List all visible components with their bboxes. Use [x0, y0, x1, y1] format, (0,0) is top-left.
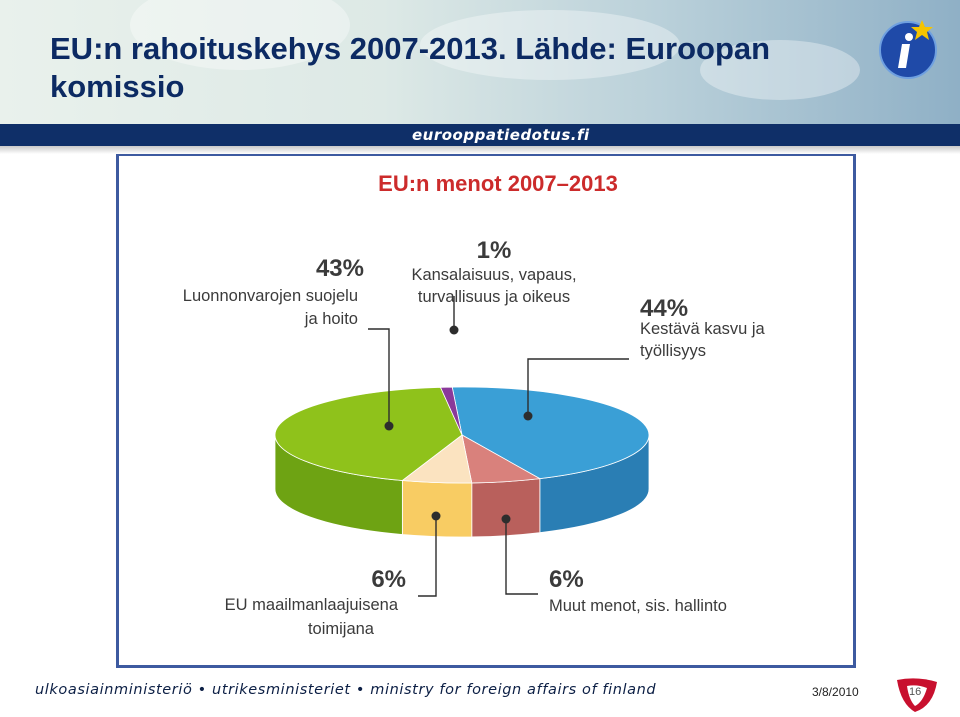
pie-slice: [439, 386, 463, 436]
page-number: 16: [909, 686, 922, 698]
slice-category-label: ja hoito: [304, 310, 358, 328]
slice-category-label: Luonnonvarojen suojelu: [183, 287, 358, 305]
map-decoration: [420, 10, 680, 80]
slice-category-label: EU maailmanlaajuisena: [225, 596, 399, 614]
info-logo-icon: [879, 20, 937, 79]
leader-dot: [523, 411, 533, 421]
pie-slice: [274, 386, 463, 481]
chart-title: EU:n menot 2007–2013: [378, 171, 618, 196]
pie-layer: [274, 386, 650, 538]
leader-dot: [384, 421, 394, 431]
slice-category-label: työllisyys: [640, 342, 706, 360]
map-decoration: [700, 40, 860, 100]
leader-line: [368, 328, 390, 426]
slice-category-label: toimijana: [308, 620, 375, 638]
pie-slice-side: [401, 480, 473, 538]
slice-category-label: Kansalaisuus, vapaus,: [411, 266, 576, 284]
footer-ministry: ulkoasiainministeriö • utrikesministerie…: [35, 682, 657, 698]
label-layer: 44%Kestävä kasvu ja työllisyys 6% Muut meno…: [183, 237, 766, 638]
slice-percent-label: 1%: [477, 237, 512, 264]
pie-slice: [451, 386, 650, 480]
slide-title: EU:n rahoituskehys 2007-2013. Lähde: Eur…: [50, 31, 771, 104]
footer-date: 3/8/2010: [812, 685, 859, 699]
map-decoration: [130, 0, 350, 70]
slice-percent-label: 44%: [640, 295, 688, 322]
slice-category-label: turvallisuus ja oikeus: [418, 288, 570, 306]
leader-dot: [449, 325, 459, 335]
slice-percent-label: 43%: [316, 255, 364, 282]
slice-percent-label: 6%: [371, 566, 406, 593]
leader-dot: [501, 514, 511, 524]
slice-category-label: Muut menot, sis. hallinto: [549, 597, 727, 615]
leader-line: [505, 519, 538, 595]
slice-percent-label: 6%: [549, 566, 584, 593]
band-shadow: [0, 146, 960, 154]
slide-header: [0, 0, 960, 124]
site-link[interactable]: eurooppatiedotus.fi: [412, 126, 590, 144]
leader-line: [418, 516, 437, 597]
leader-dot: [431, 511, 441, 521]
slice-category-label: Kestävä kasvu ja: [640, 320, 766, 338]
pie-chart: EU:n menot 2007–2013 44%Kestävä kasvu ja…: [183, 171, 766, 638]
ministry-logo-icon: [897, 678, 937, 712]
leader-line: [527, 358, 629, 416]
site-band: [0, 124, 960, 146]
